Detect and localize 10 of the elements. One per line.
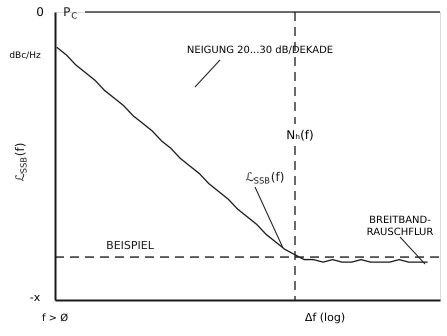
text: dBc/Hz: [9, 51, 41, 61]
ref-line-label: BEISPIEL: [106, 239, 155, 252]
text: f > Ø: [42, 313, 68, 324]
annotation: BREITBAND- RAUSCHFLUR: [366, 215, 434, 238]
annotation: NEIGUNG 20...30 dB/DEKADE: [186, 45, 334, 56]
text: 0: [36, 5, 44, 19]
y-axis-title: ℒSSB(f): [13, 142, 29, 182]
text: -x: [30, 291, 41, 304]
x-axis-title: Δf (log): [304, 311, 346, 324]
annotation: Nₕ(f): [286, 128, 314, 142]
